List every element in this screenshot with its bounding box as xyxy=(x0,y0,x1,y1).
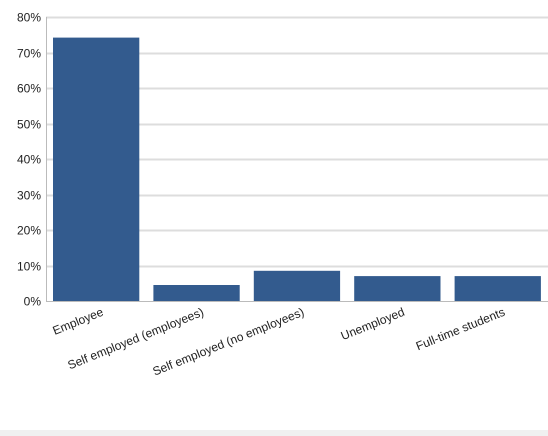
bar xyxy=(354,276,441,301)
axes xyxy=(46,17,548,302)
y-tick-label: 10% xyxy=(17,260,41,274)
y-tick-label: 50% xyxy=(17,118,41,132)
bottom-strip xyxy=(0,430,548,436)
x-category-label: Unemployed xyxy=(339,305,407,343)
y-axis-tick-labels: 0% 10% 20% 30% 40% 50% 60% 70% 80% xyxy=(17,11,41,309)
bar xyxy=(53,37,140,301)
bars xyxy=(53,37,541,301)
x-category-label: Full-time students xyxy=(414,305,507,353)
bar xyxy=(454,276,541,301)
bar xyxy=(253,270,341,301)
y-tick-label: 30% xyxy=(17,189,41,203)
y-tick-label: 0% xyxy=(24,295,42,309)
y-tick-label: 20% xyxy=(17,224,41,238)
bar xyxy=(153,285,240,301)
y-tick-label: 70% xyxy=(17,47,41,61)
y-tick-label: 60% xyxy=(17,82,41,96)
y-tick-label: 40% xyxy=(17,153,41,167)
y-tick-label: 80% xyxy=(17,11,41,25)
x-category-label: Employee xyxy=(51,305,106,338)
